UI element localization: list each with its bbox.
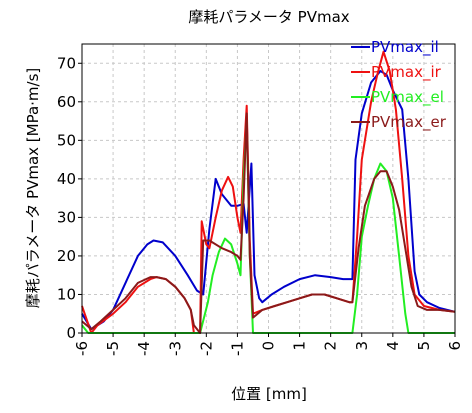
y-tick-label: 50 (57, 131, 76, 149)
x-axis-ticks: -6 -5 -4 -3 -2 -1 0 1 2 3 4 5 6 (73, 333, 464, 356)
y-tick-label: 60 (57, 93, 76, 111)
legend-label-PVmax_il: PVmax_il (371, 38, 439, 57)
x-tick-label: -4 (135, 341, 153, 356)
x-tick-label: -2 (197, 341, 215, 356)
series-layer (81, 50, 456, 334)
y-tick-label: 20 (57, 247, 76, 265)
y-axis-ticks: 0 10 20 30 40 50 60 70 (57, 54, 82, 342)
y-tick-label: 30 (57, 208, 76, 226)
x-tick-label: 0 (260, 341, 278, 351)
x-tick-label: 5 (415, 341, 433, 351)
legend-label-PVmax_el: PVmax_el (371, 88, 444, 107)
x-tick-label: -5 (104, 341, 122, 356)
x-tick-label: 1 (291, 341, 309, 351)
x-tick-label: -6 (73, 341, 91, 356)
y-tick-label: 0 (66, 324, 76, 342)
y-tick-label: 40 (57, 170, 76, 188)
x-tick-label: -3 (166, 341, 184, 356)
chart-title: 摩耗パラメータ PVmax (188, 8, 349, 26)
series-line-PVmax_er (81, 112, 456, 334)
x-tick-label: 2 (322, 341, 340, 351)
x-tick-label: 3 (353, 341, 371, 351)
y-axis-label: 摩耗パラメータ PVmax [MPa·m/s] (24, 68, 42, 309)
x-tick-label: 6 (446, 341, 464, 351)
y-tick-label: 10 (57, 285, 76, 303)
legend-label-PVmax_er: PVmax_er (371, 113, 447, 132)
legend-label-PVmax_ir: PVmax_ir (371, 63, 442, 82)
x-axis-label: 位置 [mm] (231, 385, 307, 403)
legend: PVmax_il PVmax_ir PVmax_el PVmax_er (351, 38, 447, 132)
y-tick-label: 70 (57, 54, 76, 72)
x-tick-label: -1 (228, 341, 246, 356)
x-tick-label: 4 (384, 341, 402, 351)
